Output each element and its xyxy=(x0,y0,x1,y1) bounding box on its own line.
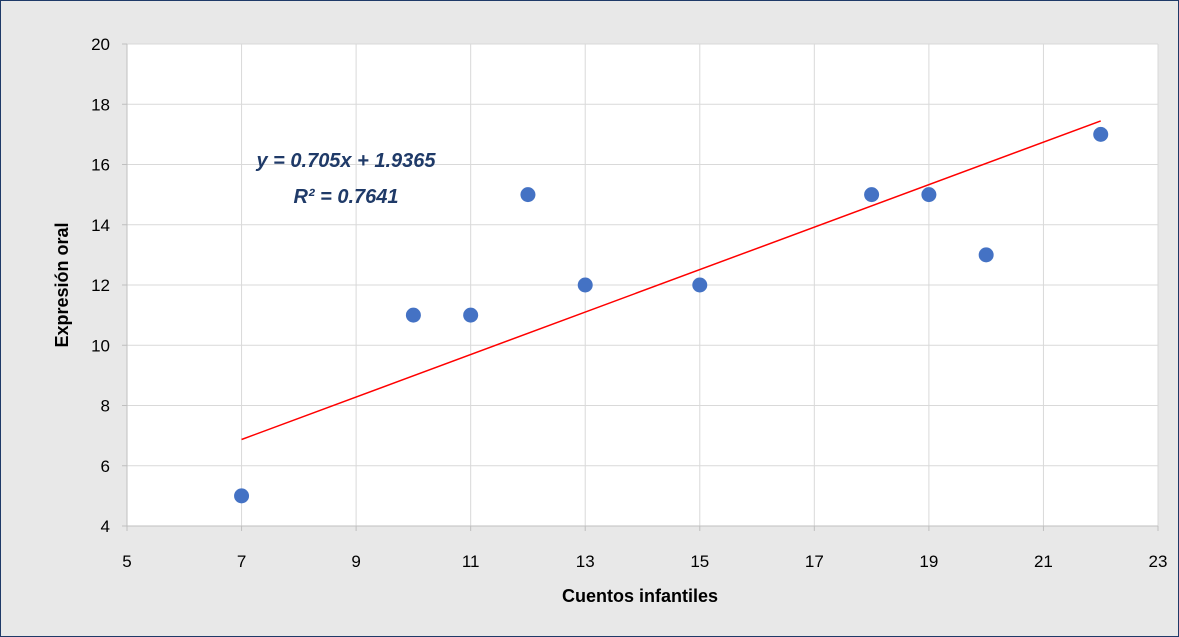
x-tick-label: 13 xyxy=(576,552,595,571)
x-tick-label: 17 xyxy=(805,552,824,571)
equation-label: y = 0.705x + 1.9365 xyxy=(255,150,436,172)
x-tick-label: 7 xyxy=(237,552,246,571)
y-tick-label: 18 xyxy=(91,95,110,114)
data-point xyxy=(692,277,708,293)
data-point xyxy=(405,307,421,323)
data-point xyxy=(1093,126,1109,142)
y-tick-label: 6 xyxy=(101,457,110,476)
x-tick-label: 5 xyxy=(122,552,131,571)
x-tick-label: 11 xyxy=(462,552,480,571)
data-point xyxy=(234,488,250,504)
y-tick-label: 14 xyxy=(91,216,110,235)
axes xyxy=(126,44,1158,527)
data-point xyxy=(921,187,937,203)
trendline xyxy=(241,120,1101,441)
data-point xyxy=(978,247,994,263)
x-tick-label: 9 xyxy=(351,552,360,571)
tick-labels: 5 7 9 11 13 15 17 19 21 23 4 6 8 10 12 14 16 18 20 xyxy=(91,35,1167,571)
y-axis-title: Expresión oral xyxy=(52,222,72,347)
data-points xyxy=(234,126,1109,504)
x-tick-label: 19 xyxy=(919,552,938,571)
data-point xyxy=(520,187,536,203)
x-tick-label: 21 xyxy=(1034,552,1053,571)
data-point xyxy=(463,307,479,323)
x-tick-label: 15 xyxy=(690,552,709,571)
data-point xyxy=(577,277,593,293)
x-tick-label: 23 xyxy=(1149,552,1168,571)
r-squared-label: R² = 0.7641 xyxy=(293,186,398,208)
y-tick-label: 20 xyxy=(91,35,110,54)
y-tick-label: 12 xyxy=(91,276,110,295)
data-point xyxy=(864,187,880,203)
grid-lines xyxy=(122,43,1159,531)
y-tick-label: 10 xyxy=(91,336,110,355)
x-axis-title: Cuentos infantiles xyxy=(562,586,718,606)
y-tick-label: 4 xyxy=(101,517,110,536)
y-tick-label: 8 xyxy=(101,397,110,416)
y-tick-label: 16 xyxy=(91,156,110,175)
